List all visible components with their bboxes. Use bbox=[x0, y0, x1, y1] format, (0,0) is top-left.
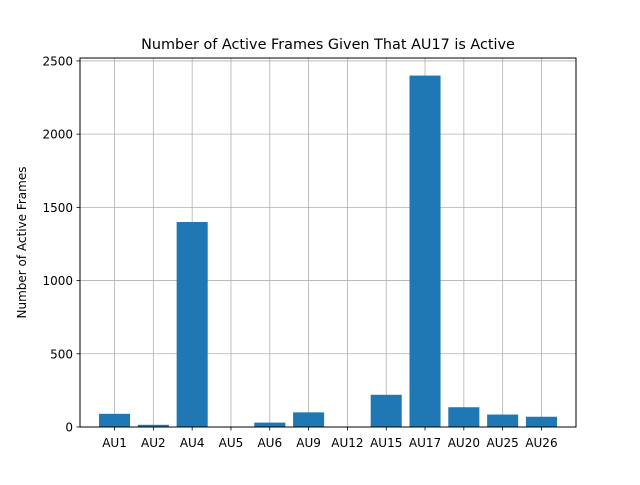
bar-au15 bbox=[370, 394, 402, 427]
x-tick-label: AU5 bbox=[219, 436, 244, 450]
axis-ticks: AU1 AU2 AU4 AU5 AU6 AU9 AU12 AU15 AU17 AU20 AU25 AU… bbox=[42, 54, 557, 450]
x-tick-label: AU6 bbox=[257, 436, 282, 450]
bar-au26 bbox=[525, 416, 557, 427]
chart-title: Number of Active Frames Given That AU17 … bbox=[141, 37, 515, 53]
x-tick-label: AU20 bbox=[448, 436, 480, 450]
y-axis-label: Number of Active Frames bbox=[15, 167, 29, 319]
bar-au20 bbox=[448, 407, 480, 427]
y-tick-label: 500 bbox=[50, 347, 73, 361]
x-tick-label: AU17 bbox=[409, 436, 441, 450]
bar-au1 bbox=[99, 413, 131, 427]
x-tick-label: AU2 bbox=[141, 436, 166, 450]
plot-frame bbox=[79, 57, 577, 428]
x-tick-label: AU12 bbox=[331, 436, 363, 450]
x-tick-label: AU15 bbox=[370, 436, 402, 450]
y-tick-label: 2000 bbox=[42, 128, 73, 142]
x-tick-label: AU1 bbox=[102, 436, 127, 450]
y-tick-label: 2500 bbox=[42, 54, 73, 68]
bars bbox=[99, 75, 557, 428]
y-tick-label: 1000 bbox=[42, 274, 73, 288]
x-tick-label: AU4 bbox=[180, 436, 205, 450]
x-tick-label: AU25 bbox=[487, 436, 519, 450]
y-tick-label: 1500 bbox=[42, 201, 73, 215]
bar-au9 bbox=[293, 412, 325, 427]
bar-au2 bbox=[137, 424, 169, 427]
x-tick-label: AU26 bbox=[525, 436, 557, 450]
bar-au6 bbox=[254, 422, 286, 427]
bar-au4 bbox=[176, 222, 208, 427]
bar-au17 bbox=[409, 75, 441, 428]
bar-au25 bbox=[487, 414, 519, 427]
plot-area bbox=[80, 58, 576, 427]
x-tick-label: AU9 bbox=[296, 436, 321, 450]
y-tick-label: 0 bbox=[65, 421, 73, 435]
